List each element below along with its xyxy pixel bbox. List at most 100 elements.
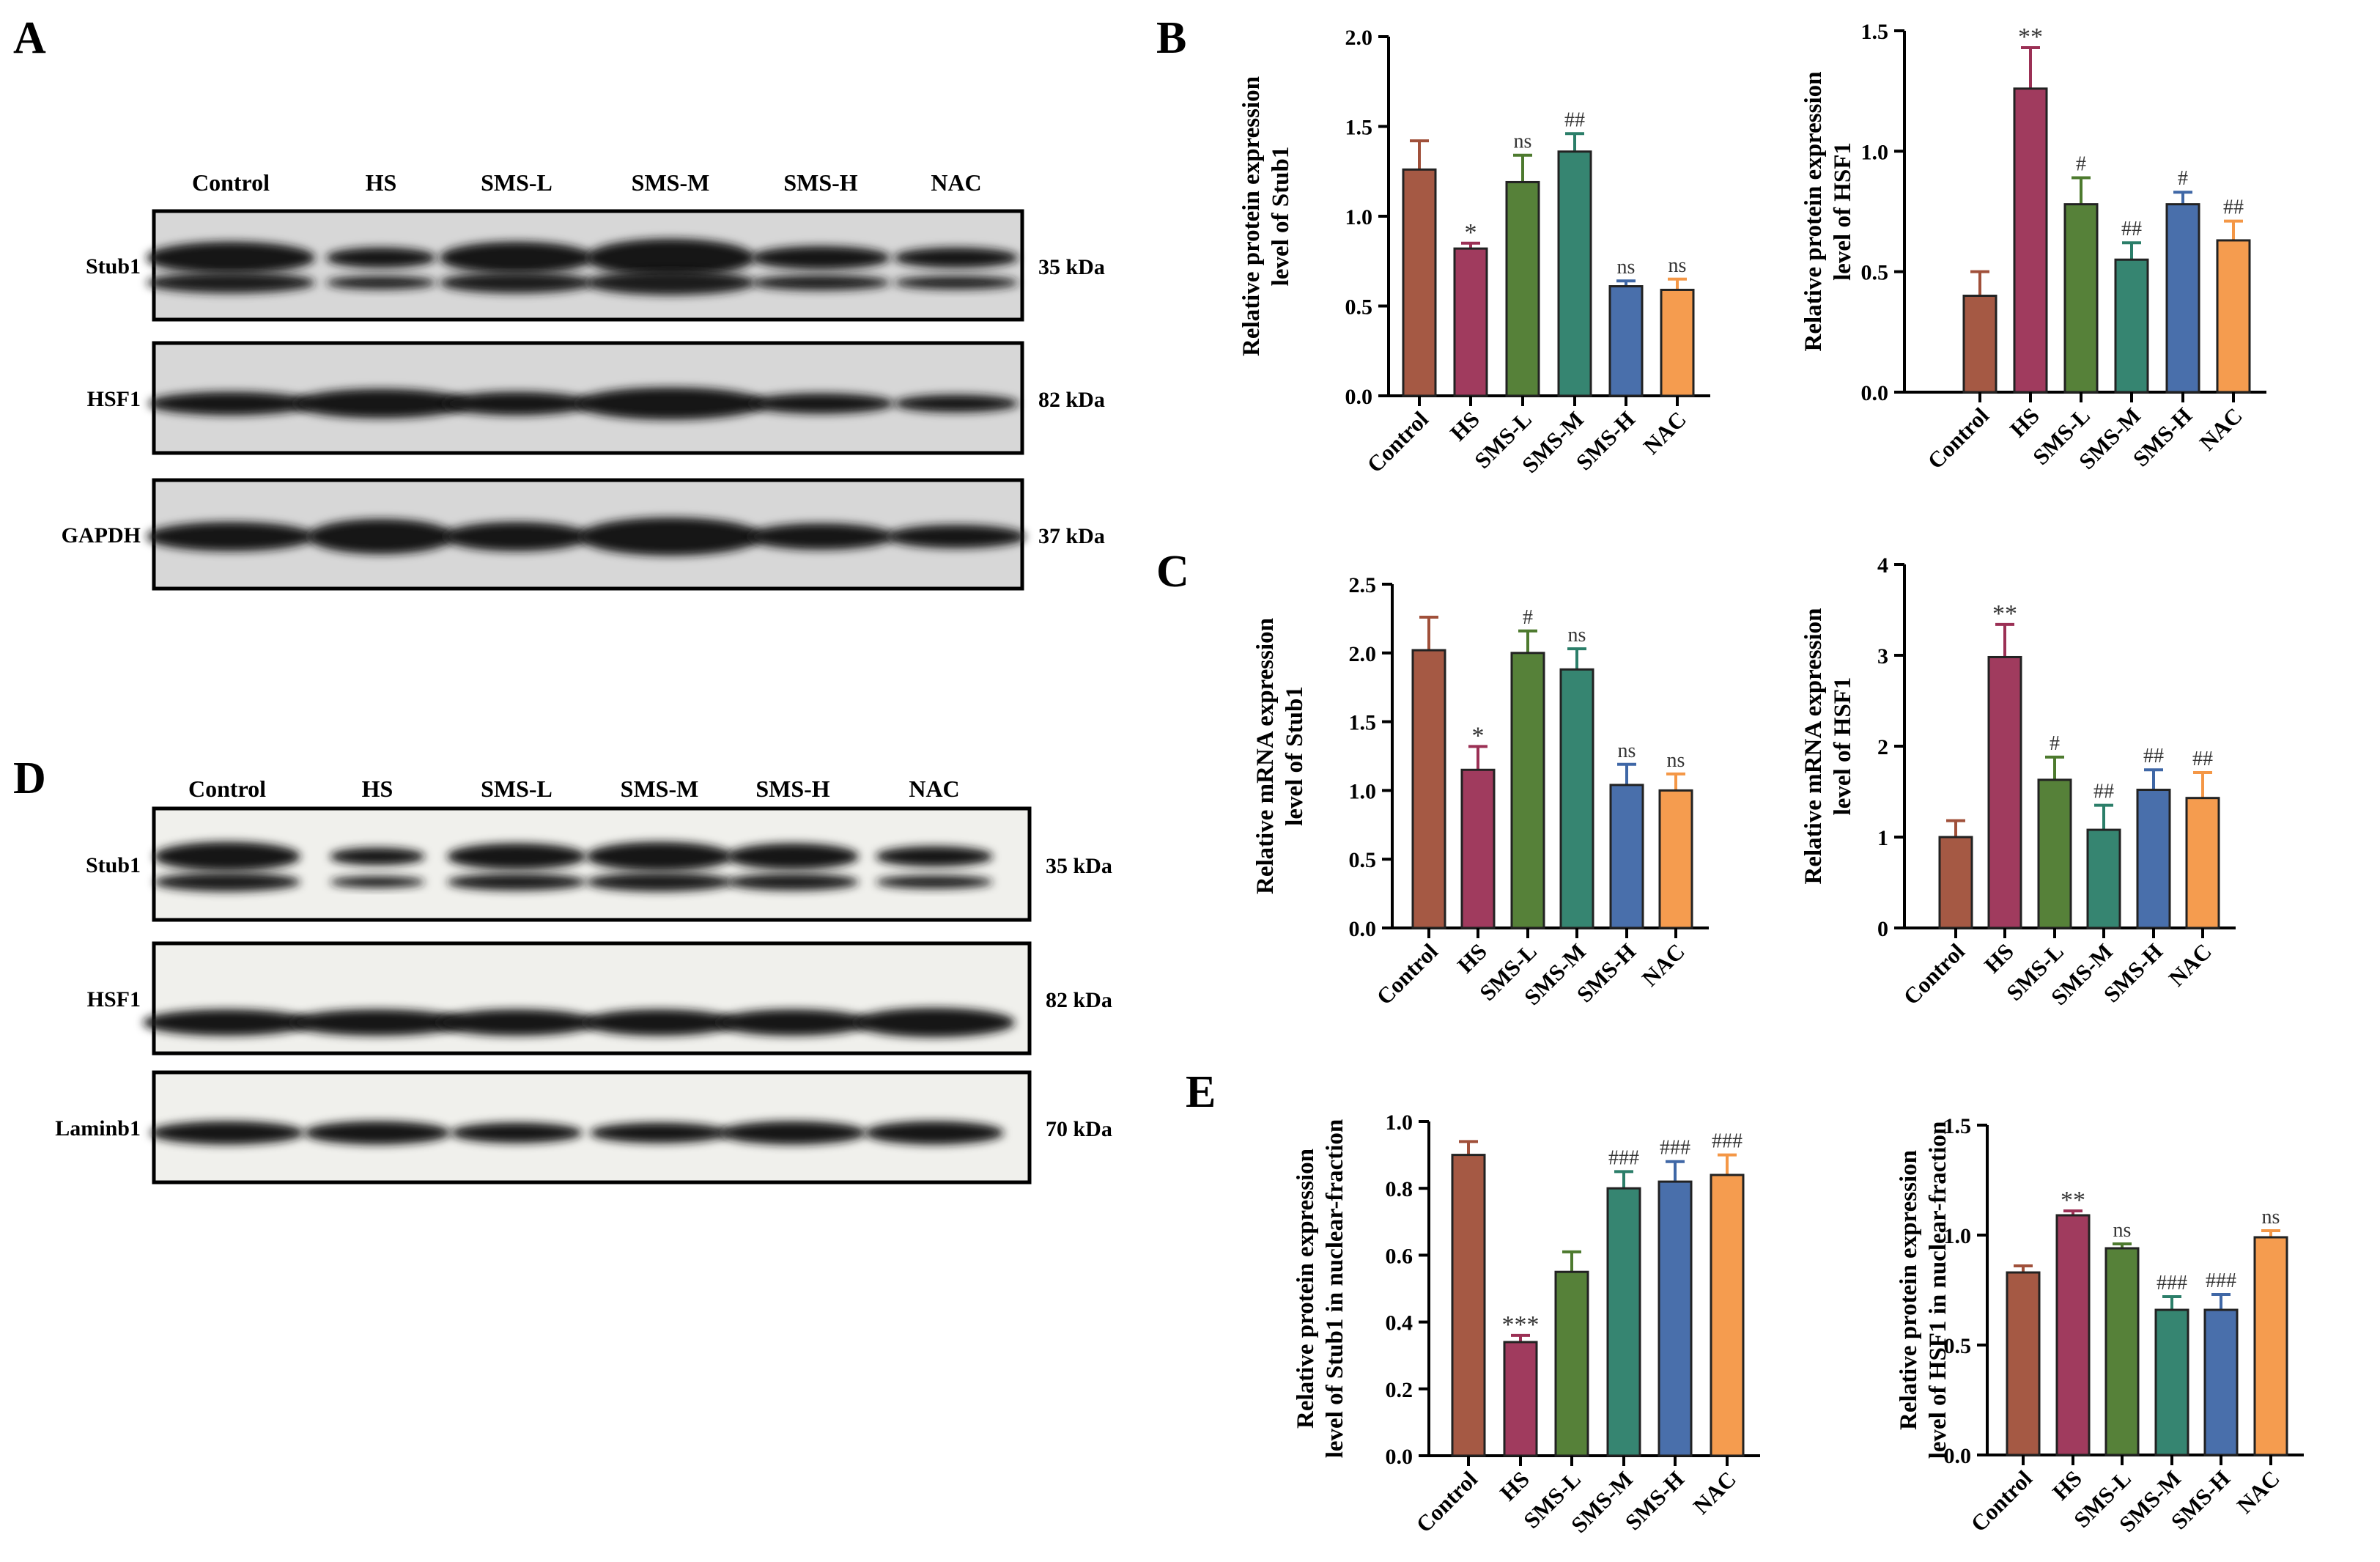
blot-band bbox=[451, 1122, 583, 1143]
blot-row-label: HSF1 bbox=[87, 987, 141, 1012]
bar-sms-m bbox=[2086, 828, 2121, 929]
blot-band-lower bbox=[326, 276, 436, 290]
bar-sms-l bbox=[1510, 652, 1545, 929]
bar-sms-l bbox=[1505, 180, 1540, 397]
x-tick-label: HS bbox=[1445, 406, 1485, 446]
blot-band-upper bbox=[447, 843, 586, 870]
blot-kda-label: 82 kDa bbox=[1038, 388, 1105, 412]
y-axis-label-line: level of HSF1 in nuclear-fraction bbox=[1925, 1121, 1951, 1459]
y-tick-label: 1 bbox=[1877, 826, 1888, 850]
blot-band-lower bbox=[447, 873, 586, 891]
bar-sms-m bbox=[1606, 1187, 1641, 1457]
x-tick-label: Control bbox=[1899, 938, 1970, 1010]
bar-nac bbox=[1660, 288, 1695, 397]
blot-row-label: HSF1 bbox=[87, 387, 141, 411]
blot-band-lower bbox=[586, 270, 755, 295]
blot-band-lower bbox=[147, 272, 315, 293]
x-tick-label: NAC bbox=[1637, 938, 1690, 991]
y-tick-label: 0 bbox=[1877, 917, 1888, 941]
blot-band-upper bbox=[326, 247, 436, 268]
y-axis-label: Relative protein expression level of HSF1 bbox=[1800, 72, 1856, 352]
significance-label: ns bbox=[2262, 1206, 2280, 1228]
y-tick-label: 1.5 bbox=[1349, 711, 1377, 735]
western-blot-d: Control HS SMS-L SMS-M SMS-H NAC Stub1 35 kDa HS… bbox=[55, 776, 1112, 1185]
y-tick-label: 0.0 bbox=[1861, 381, 1889, 405]
blot-kda-label: 35 kDa bbox=[1046, 854, 1112, 878]
significance-label: ### bbox=[2206, 1270, 2236, 1292]
blot-band-lower bbox=[154, 872, 300, 892]
y-tick-label: 0.5 bbox=[1345, 295, 1373, 320]
x-tick-label: HS bbox=[1979, 938, 2019, 978]
bar-sms-l bbox=[2104, 1247, 2140, 1456]
panel-letter-a: A bbox=[13, 13, 46, 63]
significance-label: ns bbox=[1514, 130, 1532, 153]
y-tick-label: 2 bbox=[1877, 735, 1888, 759]
y-axis-label-line: Relative protein expression bbox=[1800, 72, 1827, 352]
blot-band bbox=[293, 388, 469, 419]
bar-nac bbox=[2216, 239, 2251, 394]
bar-nac bbox=[2253, 1236, 2288, 1456]
bar-nac bbox=[2185, 797, 2220, 929]
y-axis-label-line: level of HSF1 bbox=[1830, 142, 1856, 281]
blot-band bbox=[150, 1121, 304, 1145]
lane-label-sms-m: SMS-M bbox=[621, 776, 699, 802]
blot-band-upper bbox=[586, 841, 733, 872]
blot-band-upper bbox=[751, 246, 890, 270]
blot-row-label: GAPDH bbox=[62, 523, 141, 548]
y-axis-label: Relative mRNA expression level of Stub1 bbox=[1252, 618, 1308, 894]
x-tick-label: NAC bbox=[2195, 402, 2247, 455]
significance-label: ### bbox=[1608, 1146, 1639, 1169]
bar-hs bbox=[1503, 1341, 1538, 1457]
blot-band bbox=[579, 517, 762, 556]
y-tick-label: 0.4 bbox=[1386, 1311, 1413, 1336]
blot-kda-label: 82 kDa bbox=[1046, 988, 1112, 1012]
y-tick-label: 1.5 bbox=[1345, 116, 1373, 140]
y-tick-label: 2.5 bbox=[1349, 573, 1377, 597]
y-tick-label: 1.0 bbox=[1944, 1224, 1972, 1248]
bar-control bbox=[2006, 1271, 2041, 1456]
bar-charts: 0.0 0.5 1.0 1.5 2.0 Relative protein expressi… bbox=[1238, 20, 2304, 1538]
blot-band-lower bbox=[586, 872, 733, 892]
blot-band-upper bbox=[727, 843, 859, 870]
blot-band bbox=[716, 1009, 870, 1036]
blot-band bbox=[747, 523, 894, 550]
bar-hs bbox=[1453, 247, 1488, 397]
blot-kda-label: 37 kDa bbox=[1038, 524, 1105, 548]
y-axis-label-line: level of Stub1 bbox=[1268, 147, 1294, 287]
lane-label-control: Control bbox=[192, 169, 270, 196]
bar-hs bbox=[1460, 768, 1496, 929]
y-tick-label: 1.5 bbox=[1944, 1114, 1972, 1138]
blot-band bbox=[148, 391, 314, 416]
blot-band-upper bbox=[894, 247, 1019, 268]
y-tick-label: 0.0 bbox=[1345, 385, 1373, 409]
significance-label: ns bbox=[1617, 256, 1636, 279]
blot-band bbox=[894, 394, 1019, 413]
significance-label: ns bbox=[2113, 1219, 2132, 1242]
blot-band bbox=[720, 1121, 866, 1145]
bar-sms-l bbox=[2037, 778, 2072, 929]
y-tick-label: 0.0 bbox=[1944, 1444, 1972, 1468]
y-axis-label-line: Relative protein expression bbox=[1896, 1150, 1922, 1430]
bar-control bbox=[1402, 168, 1437, 397]
y-axis-label: Relative mRNA expression level of HSF1 bbox=[1800, 608, 1856, 884]
lane-label-sms-h: SMS-H bbox=[783, 169, 857, 196]
chart-b2: 0.0 0.5 1.0 1.5 Relative protein expression l… bbox=[1800, 20, 2266, 474]
y-axis-label-line: Relative protein expression bbox=[1293, 1149, 1319, 1429]
x-tick-label: HS bbox=[1452, 938, 1492, 978]
significance-label: ns bbox=[1618, 740, 1636, 762]
x-tick-label: NAC bbox=[1688, 1466, 1741, 1519]
bar-control bbox=[1938, 836, 1973, 929]
lane-label-hs: HS bbox=[362, 776, 393, 802]
blot-band bbox=[304, 1121, 451, 1145]
x-tick-label: HS bbox=[2047, 1465, 2087, 1505]
bar-control bbox=[1451, 1154, 1486, 1457]
lane-label-hs: HS bbox=[366, 169, 397, 196]
y-tick-label: 2.0 bbox=[1349, 642, 1377, 666]
y-tick-label: 0.0 bbox=[1349, 917, 1377, 941]
bar-hs bbox=[2055, 1214, 2091, 1456]
panel-letter-e: E bbox=[1186, 1067, 1216, 1117]
significance-label: *** bbox=[1502, 1311, 1540, 1338]
significance-label: ** bbox=[2018, 23, 2043, 51]
blot-band-lower bbox=[876, 875, 993, 889]
